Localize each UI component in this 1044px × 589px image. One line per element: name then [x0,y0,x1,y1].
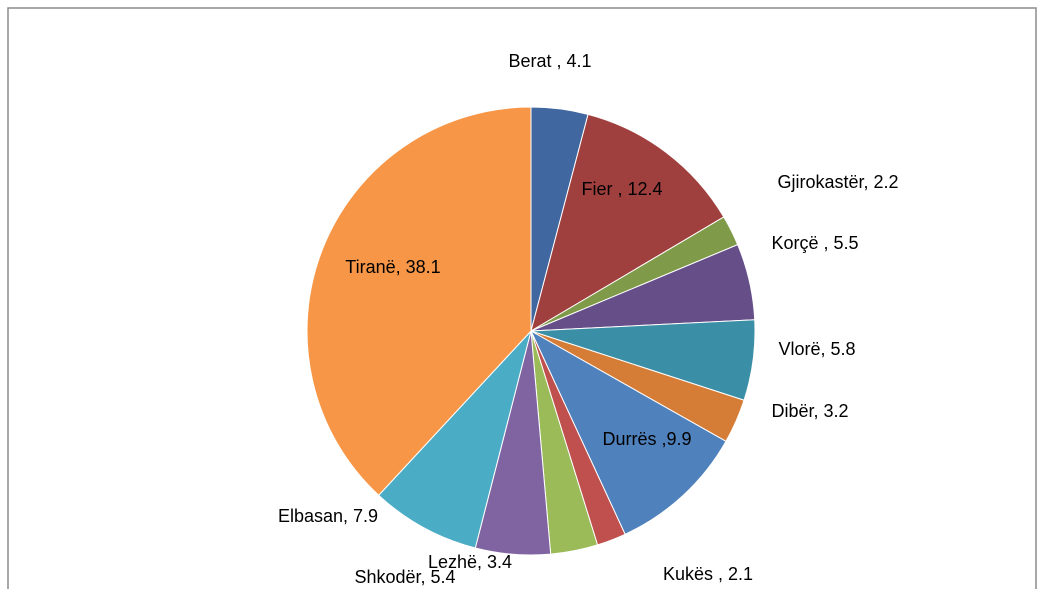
data-label: Elbasan, 7.9 [278,506,378,526]
data-label: Vlorë, 5.8 [778,339,855,359]
data-label: Durrës ,9.9 [602,429,691,449]
data-label: Gjirokastër, 2.2 [777,172,898,192]
data-label: Dibër, 3.2 [771,401,848,421]
pie-slice [529,329,727,535]
data-label: Lezhë, 3.4 [428,552,512,572]
pie-slice [377,330,532,549]
pie-slice [530,113,725,333]
data-label: Berat , 4.1 [508,51,591,71]
chart-frame [7,7,1037,589]
data-label: Tiranë, 38.1 [345,257,440,277]
data-label: Shkodër, 5.4 [354,567,455,587]
data-label: Korçë , 5.5 [771,233,858,253]
data-label: Kukës , 2.1 [663,564,753,584]
pie-slice [306,106,532,496]
data-label: Fier , 12.4 [581,179,662,199]
